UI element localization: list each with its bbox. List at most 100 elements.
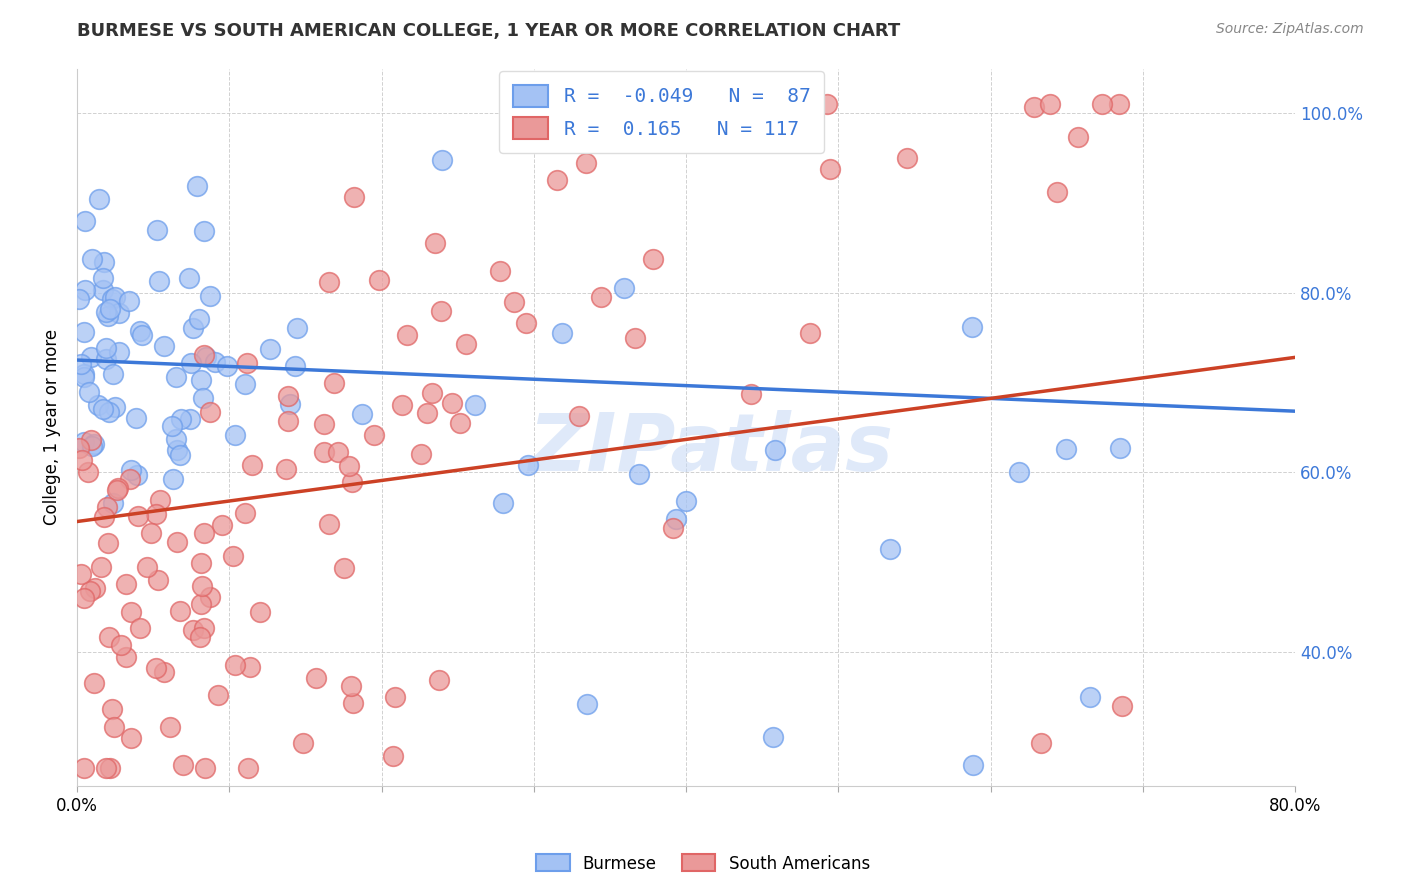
Point [98,301,121,316]
Point [172,757,194,772]
Point [145,661,167,675]
Point [93,509,115,524]
Point [340,475,363,489]
Point [79,584,101,599]
Point [128,621,150,635]
Point [285,320,308,334]
Point [97,536,120,550]
Point [1091,97,1114,112]
Point [90,560,112,574]
Point [224,428,246,442]
Point [222,549,245,563]
Point [193,348,215,362]
Point [186,179,208,194]
Point [96,761,118,775]
Point [1046,185,1069,199]
Point [236,761,259,775]
Point [101,702,124,716]
Point [381,749,404,764]
Point [1108,97,1130,112]
Point [249,605,271,619]
Point [83,676,105,690]
Point [799,326,821,340]
Point [187,312,209,326]
Point [207,688,229,702]
Point [762,730,785,744]
Point [82,439,104,453]
Point [87,192,110,206]
Point [162,472,184,486]
Point [624,331,647,345]
Point [73,283,96,297]
Point [662,521,685,535]
Legend: Burmese, South Americans: Burmese, South Americans [530,847,876,880]
Point [960,319,983,334]
Point [179,271,201,285]
Point [179,412,201,426]
Point [166,443,188,458]
Point [188,630,211,644]
Point [384,690,406,704]
Point [165,433,187,447]
Point [409,447,432,461]
Point [191,579,214,593]
Point [233,507,256,521]
Point [259,342,281,356]
Point [120,731,142,746]
Point [314,417,336,431]
Point [194,350,217,364]
Point [148,274,170,288]
Point [551,326,574,340]
Point [240,458,263,472]
Point [77,465,100,479]
Point [105,483,128,498]
Point [464,398,486,412]
Point [1031,736,1053,750]
Point [146,573,169,587]
Point [568,409,591,423]
Point [96,500,118,514]
Point [101,367,124,381]
Point [193,525,215,540]
Point [91,283,114,297]
Point [1109,441,1132,455]
Point [115,650,138,665]
Point [97,631,120,645]
Point [204,355,226,369]
Point [198,405,221,419]
Point [73,370,96,384]
Point [82,252,104,267]
Point [70,452,93,467]
Point [190,373,212,387]
Point [159,720,181,734]
Point [492,496,515,510]
Point [1111,699,1133,714]
Point [77,385,100,400]
Point [110,638,132,652]
Point [312,445,335,459]
Point [86,398,108,412]
Point [70,566,93,581]
Point [305,671,328,685]
Point [217,359,239,374]
Point [367,273,389,287]
Point [91,402,114,417]
Point [198,289,221,303]
Point [515,316,537,330]
Point [1067,130,1090,145]
Point [149,492,172,507]
Point [430,153,453,167]
Point [454,336,477,351]
Point [763,442,786,457]
Point [96,305,118,319]
Point [318,275,340,289]
Point [675,494,697,508]
Point [73,325,96,339]
Point [340,679,363,693]
Point [107,481,129,495]
Point [613,281,636,295]
Text: Source: ZipAtlas.com: Source: ZipAtlas.com [1216,22,1364,37]
Point [100,761,122,775]
Point [67,441,90,455]
Point [1007,465,1029,479]
